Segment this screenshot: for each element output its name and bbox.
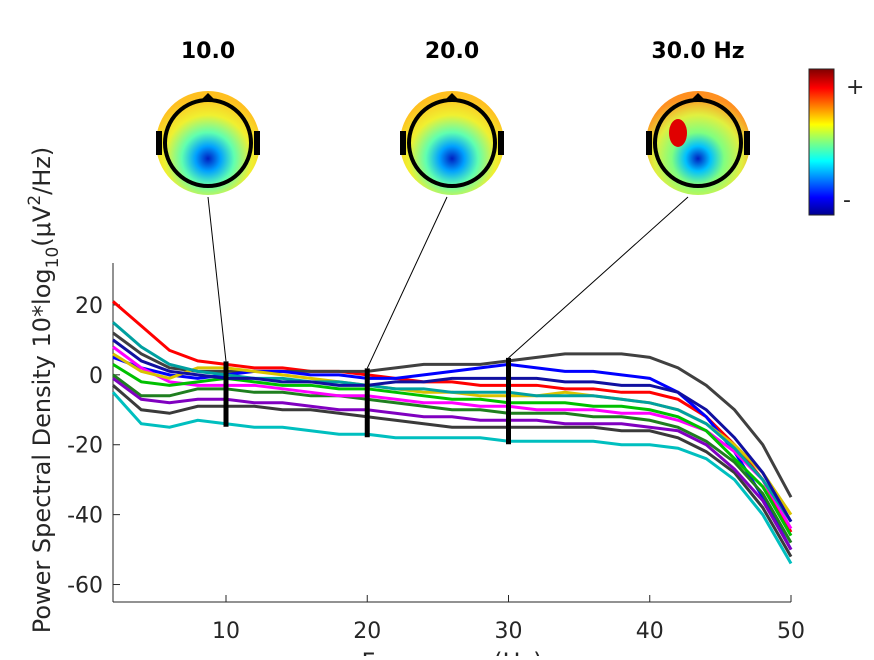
topo-connector xyxy=(508,196,689,359)
x-tick-label: 40 xyxy=(636,619,664,644)
x-tick-label: 30 xyxy=(495,619,523,644)
topo-connector xyxy=(207,196,227,362)
x-tick-label: 50 xyxy=(777,619,805,644)
topo-title: 10.0 xyxy=(181,39,235,64)
y-tick-label: 20 xyxy=(75,294,103,319)
topoplot xyxy=(400,91,504,195)
topoplot xyxy=(156,91,260,195)
colorbar xyxy=(808,68,835,216)
topoplot xyxy=(646,91,750,195)
topo-title: 30.0 Hz xyxy=(651,39,744,64)
y-label-part: (μV xyxy=(28,205,56,247)
colorbar-label: + xyxy=(846,75,864,100)
y-label-part: 10 xyxy=(43,247,63,269)
colorbar-label: - xyxy=(843,188,851,213)
topo-connector xyxy=(366,196,448,369)
y-tick-label: -60 xyxy=(67,574,103,599)
x-axis-label: Frequency (Hz) xyxy=(362,648,543,656)
y-tick-label: -20 xyxy=(67,434,103,459)
x-tick-label: 10 xyxy=(212,619,240,644)
y-axis-label: Power Spectral Density 10*log10(μV2/Hz) xyxy=(25,147,63,634)
topoplots xyxy=(156,91,750,195)
topo-title: 20.0 xyxy=(425,39,479,64)
y-tick-label: -40 xyxy=(67,504,103,529)
y-tick-label: 0 xyxy=(89,364,103,389)
y-label-part: /Hz) xyxy=(28,147,56,195)
y-label-part: Power Spectral Density 10*log xyxy=(28,268,56,633)
y-label-part: 2 xyxy=(25,195,45,206)
x-tick-label: 20 xyxy=(353,619,381,644)
